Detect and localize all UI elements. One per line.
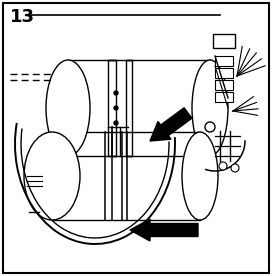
Circle shape xyxy=(205,122,215,132)
Circle shape xyxy=(114,121,118,125)
Bar xyxy=(215,80,233,90)
Ellipse shape xyxy=(192,60,228,156)
Bar xyxy=(52,132,200,220)
Bar xyxy=(215,68,233,78)
Bar xyxy=(213,34,235,48)
Circle shape xyxy=(219,162,227,170)
Bar xyxy=(126,60,132,156)
Bar xyxy=(68,60,210,156)
FancyArrow shape xyxy=(150,108,192,141)
Bar xyxy=(215,92,233,102)
Ellipse shape xyxy=(182,132,218,220)
Ellipse shape xyxy=(24,132,80,220)
Text: 13: 13 xyxy=(10,8,35,26)
Bar xyxy=(215,56,233,66)
Circle shape xyxy=(114,106,118,110)
Circle shape xyxy=(231,164,239,172)
Bar xyxy=(108,60,116,156)
FancyArrow shape xyxy=(130,219,198,241)
Circle shape xyxy=(114,91,118,95)
Ellipse shape xyxy=(46,60,90,156)
